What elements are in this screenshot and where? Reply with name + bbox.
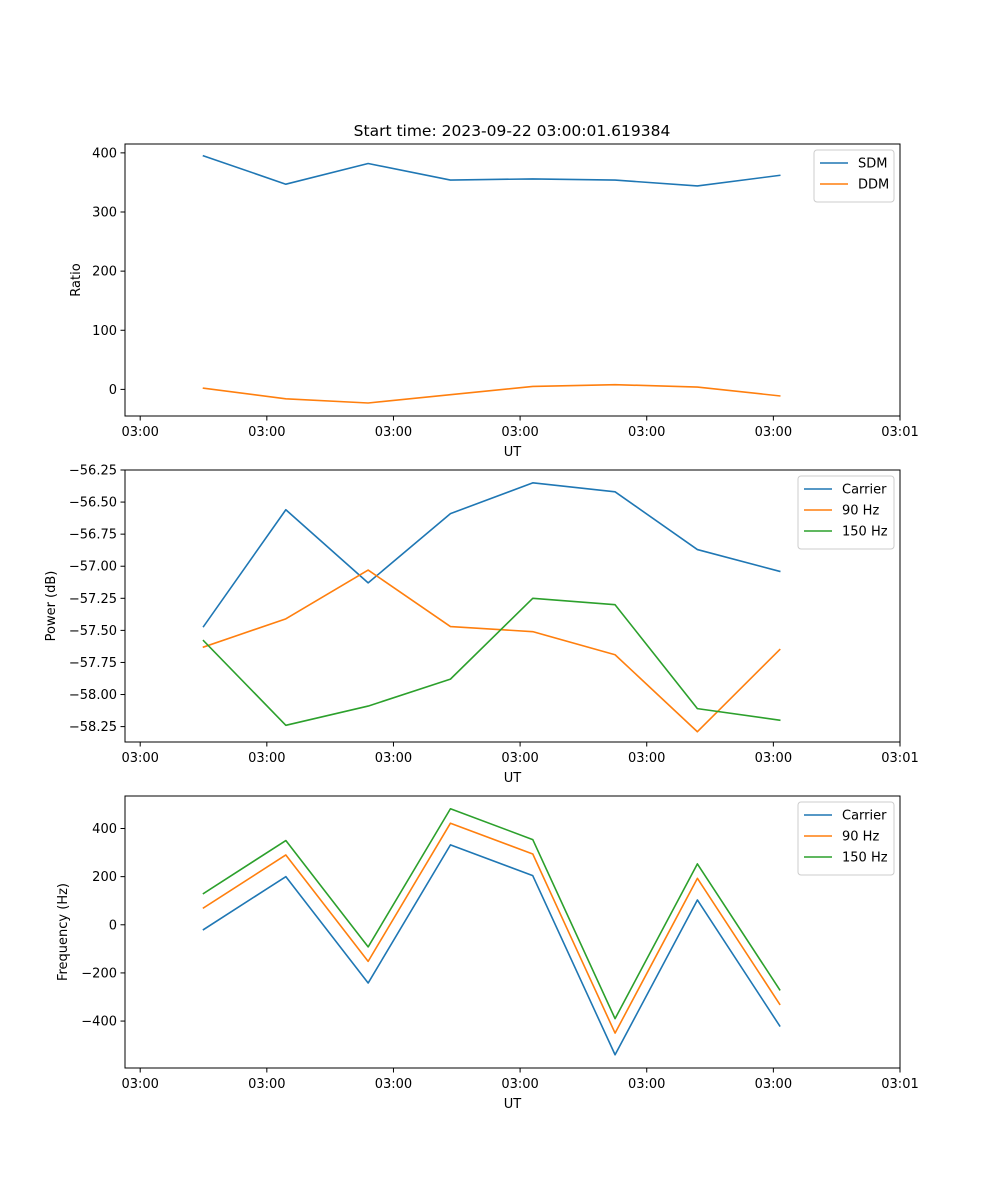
frequency-y-tick-label: 400 [92, 822, 117, 837]
ratio-panel: 03:00 03:00 03:00 03:00 03:00 03:00 03:01 0 100 2… [69, 143, 919, 460]
power-legend-label: Carrier [842, 483, 887, 498]
power-y-tick-label: −57.75 [69, 656, 117, 671]
ratio-y-tick-label: 400 [92, 146, 117, 161]
power-x-axis-label: UT [504, 771, 522, 786]
ratio-x-tick-label: 03:00 [121, 425, 158, 440]
frequency-series-150-hz-line [202, 807, 781, 1020]
power-y-tick-label: −58.25 [69, 720, 117, 735]
power-y-tick-label: −57.50 [69, 624, 117, 639]
frequency-panel: 03:00 03:00 03:00 03:00 03:00 03:00 03:01 −400 −… [56, 795, 919, 1112]
frequency-y-tick-label: 0 [109, 918, 117, 933]
frequency-x-tick-label: 03:00 [121, 1077, 158, 1092]
ratio-y-tick-label: 100 [92, 324, 117, 339]
power-y-tick-label: −57.00 [69, 560, 117, 575]
ratio-legend-label: DDM [858, 178, 889, 193]
power-panel: 03:00 03:00 03:00 03:00 03:00 03:00 03:01 −58.2… [44, 464, 919, 787]
frequency-x-tick-label: 03:00 [248, 1077, 285, 1092]
ratio-legend-label: SDM [858, 157, 887, 172]
power-legend: Carrier 90 Hz 150 Hz [797, 475, 895, 550]
frequency-x-tick-label: 03:01 [881, 1077, 918, 1092]
power-x-tick-label: 03:00 [375, 751, 412, 766]
figure-title: Start time: 2023-09-22 03:00:01.619384 [354, 122, 671, 140]
ratio-x-tick-label: 03:01 [881, 425, 918, 440]
frequency-x-tick-label: 03:00 [755, 1077, 792, 1092]
frequency-y-tick-label: −200 [81, 966, 117, 981]
frequency-y-axis-label: Frequency (Hz) [56, 883, 71, 981]
frequency-legend-label: 90 Hz [842, 830, 879, 845]
frequency-x-tick-label: 03:00 [628, 1077, 665, 1092]
power-x-tick-label: 03:00 [501, 751, 538, 766]
power-y-tick-label: −57.25 [69, 592, 117, 607]
frequency-series-90-hz-line [202, 822, 781, 1034]
ratio-axes-frame [124, 143, 901, 417]
ratio-x-tick-label: 03:00 [248, 425, 285, 440]
power-x-tick-label: 03:00 [121, 751, 158, 766]
power-series-150-hz-line [202, 597, 781, 727]
power-y-tick-label: −58.00 [69, 688, 117, 703]
ratio-series-sdm-line [202, 154, 781, 187]
ratio-y-tick-label: 0 [109, 383, 117, 398]
ratio-x-tick-label: 03:00 [628, 425, 665, 440]
power-axes-frame [124, 469, 901, 743]
power-x-tick-label: 03:00 [248, 751, 285, 766]
ratio-y-tick-label: 300 [92, 206, 117, 221]
power-x-tick-label: 03:01 [881, 751, 918, 766]
power-legend-label: 150 Hz [842, 525, 888, 540]
ratio-x-tick-label: 03:00 [755, 425, 792, 440]
power-series-90-hz-line [202, 569, 781, 733]
power-y-tick-label: −56.25 [69, 464, 117, 479]
power-legend-label: 90 Hz [842, 504, 879, 519]
frequency-legend-label: 150 Hz [842, 851, 888, 866]
power-y-axis-label: Power (dB) [44, 571, 59, 642]
frequency-axes-frame [124, 795, 901, 1069]
power-y-tick-label: −56.50 [69, 496, 117, 511]
frequency-legend-label: Carrier [842, 809, 887, 824]
ratio-y-axis-label: Ratio [69, 263, 84, 296]
ratio-y-tick-label: 200 [92, 265, 117, 280]
frequency-legend: Carrier 90 Hz 150 Hz [797, 801, 895, 876]
power-y-tick-label: −56.75 [69, 528, 117, 543]
ratio-legend: SDM DDM [813, 149, 895, 203]
frequency-y-tick-label: 200 [92, 870, 117, 885]
ratio-series-ddm-line [202, 383, 781, 404]
ratio-x-tick-label: 03:00 [501, 425, 538, 440]
power-x-tick-label: 03:00 [755, 751, 792, 766]
frequency-series-carrier-line [202, 844, 781, 1056]
power-x-tick-label: 03:00 [628, 751, 665, 766]
ratio-x-axis-label: UT [504, 445, 522, 460]
power-series-carrier-line [202, 482, 781, 628]
frequency-y-tick-label: −400 [81, 1015, 117, 1030]
frequency-x-tick-label: 03:00 [501, 1077, 538, 1092]
frequency-x-axis-label: UT [504, 1097, 522, 1112]
ratio-x-tick-label: 03:00 [375, 425, 412, 440]
frequency-x-tick-label: 03:00 [375, 1077, 412, 1092]
